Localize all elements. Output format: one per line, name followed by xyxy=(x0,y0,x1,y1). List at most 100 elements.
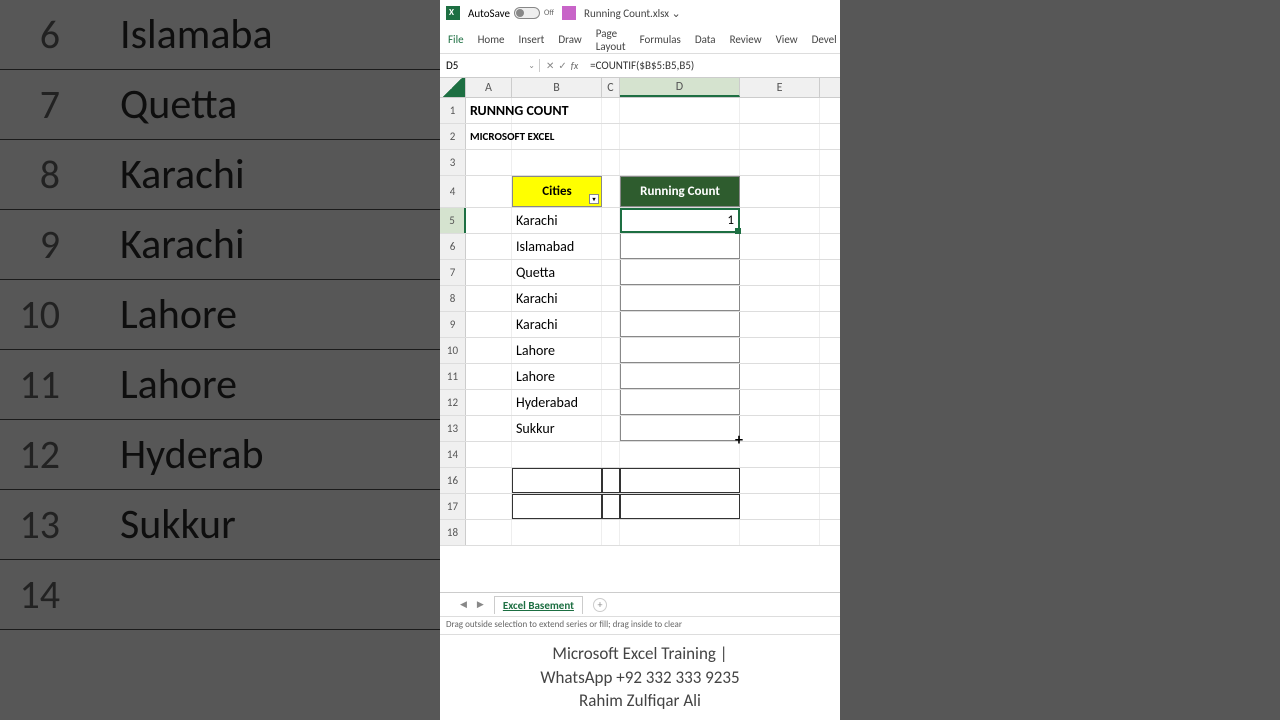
cell-A2[interactable]: MICROSOFT EXCEL xyxy=(466,124,512,149)
row-header-9[interactable]: 9 xyxy=(440,312,466,337)
sheet-nav-prev[interactable]: ◀ xyxy=(460,599,467,610)
cell-C16[interactable] xyxy=(602,468,620,493)
spreadsheet-grid[interactable]: A B C D E 1RUNNNG COUNT2MICROSOFT EXCEL3… xyxy=(440,78,840,592)
cell-B1[interactable] xyxy=(512,98,602,123)
cell-C13[interactable] xyxy=(602,416,620,441)
cell-D16[interactable] xyxy=(620,468,740,493)
cell-C10[interactable] xyxy=(602,338,620,363)
fill-handle[interactable] xyxy=(735,228,741,234)
ribbon-tab-home[interactable]: Home xyxy=(478,33,505,46)
ribbon-tab-devel[interactable]: Devel xyxy=(812,33,837,46)
row-header-17[interactable]: 17 xyxy=(440,494,466,519)
row-header-16[interactable]: 16 xyxy=(440,468,466,493)
cell-A7[interactable] xyxy=(466,260,512,285)
cell-E1[interactable] xyxy=(740,98,820,123)
cell-D11[interactable] xyxy=(620,364,740,389)
ribbon-tab-insert[interactable]: Insert xyxy=(519,33,545,46)
row-header-18[interactable]: 18 xyxy=(440,520,466,545)
ribbon-tab-view[interactable]: View xyxy=(776,33,798,46)
cell-B7[interactable]: Quetta xyxy=(512,260,602,285)
row-header-3[interactable]: 3 xyxy=(440,150,466,175)
cities-header[interactable]: Cities▾ xyxy=(512,176,602,207)
cell-E4[interactable] xyxy=(740,176,820,207)
running-count-header[interactable]: Running Count xyxy=(620,176,740,207)
cell-B11[interactable]: Lahore xyxy=(512,364,602,389)
cancel-icon[interactable]: ✕ xyxy=(546,59,554,72)
cell-E18[interactable] xyxy=(740,520,820,545)
cell-B3[interactable] xyxy=(512,150,602,175)
cell-B10[interactable]: Lahore xyxy=(512,338,602,363)
ribbon-tab-pagelayout[interactable]: Page Layout xyxy=(596,27,626,53)
save-icon[interactable] xyxy=(562,6,576,20)
row-header-7[interactable]: 7 xyxy=(440,260,466,285)
row-header-11[interactable]: 11 xyxy=(440,364,466,389)
cell-A12[interactable] xyxy=(466,390,512,415)
chevron-down-icon[interactable]: ⌄ xyxy=(528,61,535,71)
cell-B2[interactable] xyxy=(512,124,602,149)
formula-input[interactable]: =COUNTIF($B$5:B5,B5) xyxy=(584,59,840,72)
cell-C6[interactable] xyxy=(602,234,620,259)
cell-B14[interactable] xyxy=(512,442,602,467)
fx-icon[interactable]: fx xyxy=(571,59,578,72)
name-box[interactable]: D5 ⌄ xyxy=(440,59,540,72)
cell-C11[interactable] xyxy=(602,364,620,389)
cell-E11[interactable] xyxy=(740,364,820,389)
ribbon-tab-file[interactable]: File xyxy=(448,33,464,46)
cell-A3[interactable] xyxy=(466,150,512,175)
cell-A18[interactable] xyxy=(466,520,512,545)
cell-B5[interactable]: Karachi xyxy=(512,208,602,233)
cell-C18[interactable] xyxy=(602,520,620,545)
cell-C1[interactable] xyxy=(602,98,620,123)
ribbon-tab-review[interactable]: Review xyxy=(730,33,762,46)
cell-E14[interactable] xyxy=(740,442,820,467)
cell-E16[interactable] xyxy=(740,468,820,493)
cell-C7[interactable] xyxy=(602,260,620,285)
cell-B18[interactable] xyxy=(512,520,602,545)
cell-D18[interactable] xyxy=(620,520,740,545)
col-header-C[interactable]: C xyxy=(602,78,620,97)
cell-B12[interactable]: Hyderabad xyxy=(512,390,602,415)
toggle-switch[interactable] xyxy=(514,7,540,19)
sheet-tab-active[interactable]: Excel Basement xyxy=(494,596,583,614)
cell-D8[interactable] xyxy=(620,286,740,311)
cell-B17[interactable] xyxy=(512,494,602,519)
cell-A11[interactable] xyxy=(466,364,512,389)
cell-A14[interactable] xyxy=(466,442,512,467)
cell-E5[interactable] xyxy=(740,208,820,233)
row-header-4[interactable]: 4 xyxy=(440,176,466,207)
cell-C2[interactable] xyxy=(602,124,620,149)
cell-B9[interactable]: Karachi xyxy=(512,312,602,337)
cell-C9[interactable] xyxy=(602,312,620,337)
cell-D14[interactable] xyxy=(620,442,740,467)
cell-C14[interactable] xyxy=(602,442,620,467)
row-header-8[interactable]: 8 xyxy=(440,286,466,311)
row-header-14[interactable]: 14 xyxy=(440,442,466,467)
cell-D3[interactable] xyxy=(620,150,740,175)
row-header-10[interactable]: 10 xyxy=(440,338,466,363)
cell-D9[interactable] xyxy=(620,312,740,337)
cell-A10[interactable] xyxy=(466,338,512,363)
cell-D2[interactable] xyxy=(620,124,740,149)
cell-A9[interactable] xyxy=(466,312,512,337)
col-header-D[interactable]: D xyxy=(620,78,740,97)
cell-D5[interactable]: 1 xyxy=(620,208,740,233)
row-header-6[interactable]: 6 xyxy=(440,234,466,259)
col-header-A[interactable]: A xyxy=(466,78,512,97)
ribbon-tab-draw[interactable]: Draw xyxy=(558,33,581,46)
add-sheet-button[interactable]: + xyxy=(593,598,607,612)
cell-D7[interactable] xyxy=(620,260,740,285)
col-header-B[interactable]: B xyxy=(512,78,602,97)
cell-A17[interactable] xyxy=(466,494,512,519)
cell-A5[interactable] xyxy=(466,208,512,233)
cell-E17[interactable] xyxy=(740,494,820,519)
sheet-nav-next[interactable]: ▶ xyxy=(477,599,484,610)
cell-D17[interactable] xyxy=(620,494,740,519)
cell-A8[interactable] xyxy=(466,286,512,311)
cell-C3[interactable] xyxy=(602,150,620,175)
row-header-2[interactable]: 2 xyxy=(440,124,466,149)
cell-D12[interactable] xyxy=(620,390,740,415)
row-header-1[interactable]: 1 xyxy=(440,98,466,123)
row-header-5[interactable]: 5 xyxy=(440,208,466,233)
cell-E6[interactable] xyxy=(740,234,820,259)
filter-dropdown-icon[interactable]: ▾ xyxy=(589,194,599,204)
